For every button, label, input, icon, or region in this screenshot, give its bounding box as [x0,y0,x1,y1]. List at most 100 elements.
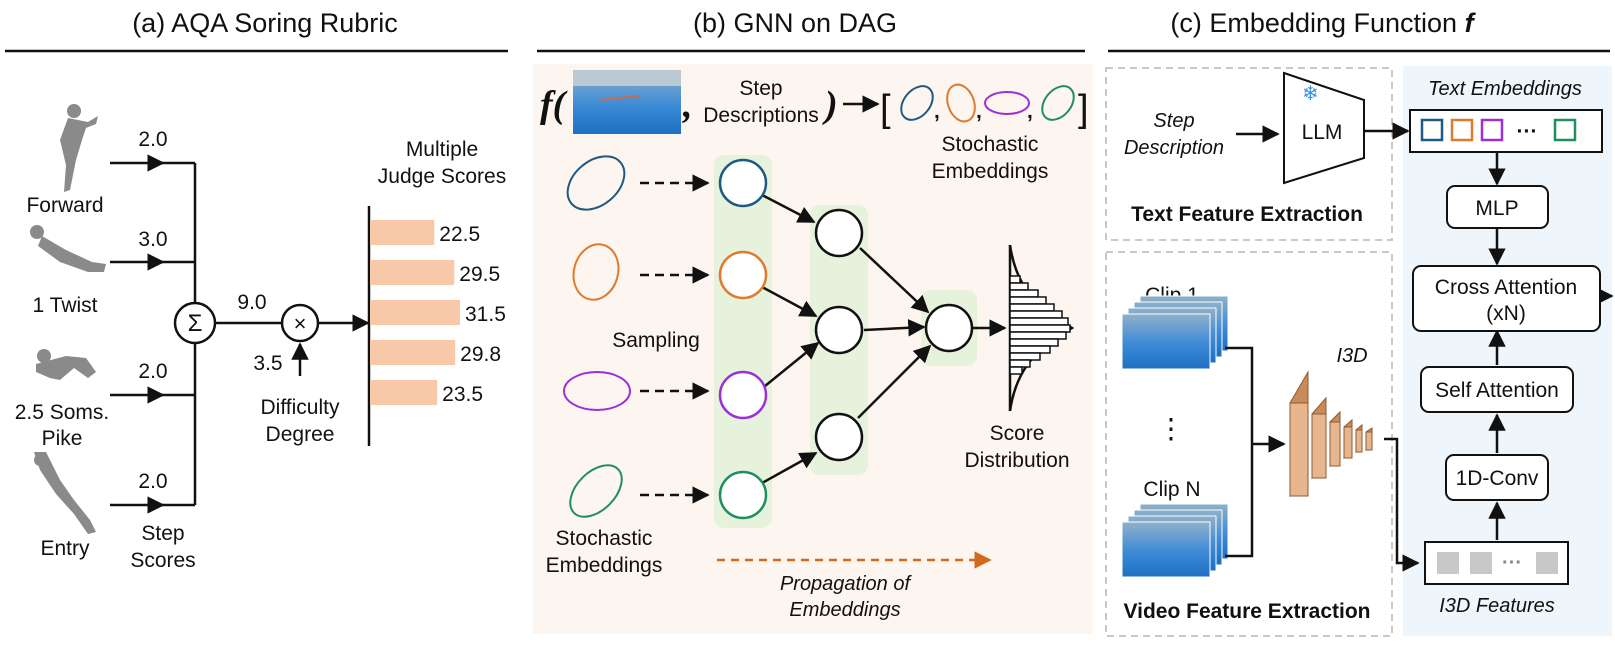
sampling-label: Sampling [612,329,700,352]
step-label-pike-2: Pike [42,427,83,450]
judge-label-1: Multiple [406,138,478,161]
step-label-forward: Forward [26,194,103,217]
cross-attention-box [1412,265,1601,332]
diver-forward-icon [60,104,98,192]
difficulty-value: 3.5 [253,352,282,375]
embedding-orange [946,83,976,123]
sample-embeddings [563,155,631,518]
multiply-node [280,303,320,343]
step-description-2: Description [1124,137,1224,159]
judge-score-label: 23.5 [442,383,483,406]
diver-pike-icon [36,349,96,380]
i3d-feat-2 [1470,552,1492,574]
i3d-network [1289,370,1373,498]
score-entry: 2.0 [138,470,167,493]
i3d-features-label: I3D Features [1439,595,1555,617]
panel-a-title: (a) AQA Soring Rubric [132,8,398,38]
panel-a: (a) AQA Soring Rubric Forward 1 Twist 2.… [5,8,508,572]
top-embeddings [900,83,1075,123]
i3d-feat-ellipsis: ··· [1502,552,1522,574]
difficulty-label-1: Difficulty [261,396,340,419]
stoch-emb-top-2: Embeddings [932,160,1049,183]
propagation-1: Propagation of [780,573,913,595]
sum-symbol: Σ [188,310,203,337]
llm-label: LLM [1302,121,1343,144]
clips-to-i3d-lines [1225,346,1420,572]
score-pike: 2.0 [138,360,167,383]
cross-attention-label-2: (xN) [1486,302,1526,325]
node-l1-orange [718,250,768,300]
stoch-emb-bottom-2: Embeddings [546,554,663,577]
snowflake-icon: ❄ [1302,83,1319,105]
difficulty-label-2: Degree [266,423,335,446]
clip-n-label: Clip N [1143,478,1200,501]
score-forward: 2.0 [138,128,167,151]
column-highlight-1 [714,155,772,528]
sample-embedding-blue [566,155,626,211]
panel-b: (b) GNN on DAG f( , Step Descriptions ) … [533,8,1093,634]
step-desc-2: Descriptions [703,104,819,127]
embedding-purple [984,91,1030,115]
conv-box [1445,454,1549,501]
judge-score-bar [370,260,455,285]
panel-c: (c) Embedding Function f Step Descriptio… [1105,8,1614,637]
text-emb-ellipsis: ··· [1517,120,1538,143]
emb-comma-1: , [934,100,940,123]
score-twist: 3.0 [138,228,167,251]
self-attention-box [1420,366,1574,413]
stoch-emb-bottom-1: Stochastic [556,527,653,550]
embedding-blue [900,85,934,121]
judge-score-bar [370,220,435,245]
emb-comma-2: , [976,100,982,123]
node-l2-a [814,208,864,258]
mlp-label: MLP [1475,197,1518,220]
judge-score-bars: 22.5 29.5 31.5 29.8 23.5 [370,220,506,406]
score-dist-1: Score [990,422,1045,445]
node-l1-green [718,470,768,520]
text-embeddings-label: Text Embeddings [1428,78,1582,100]
video-thumbnail [573,70,681,134]
mlp-box [1446,185,1549,229]
judge-score-label: 31.5 [465,303,506,326]
node-l2-b [814,305,864,355]
embedding-green [1041,85,1075,121]
text-emb-orange [1450,118,1474,142]
bracket-open: [ [880,88,891,130]
module-arrows [1488,152,1614,540]
judge-label-2: Judge Scores [378,165,506,188]
text-emb-purple [1480,118,1504,142]
step-label-entry: Entry [40,537,90,560]
cross-attention-label-1: Cross Attention [1435,276,1577,299]
step-scores-label-2: Scores [130,549,195,572]
bracket-close: ] [1078,88,1089,130]
sampling-arrows [640,174,710,504]
text-feature-box [1105,67,1393,241]
times-symbol: × [294,311,307,336]
sample-embedding-purple [563,371,631,411]
clip-n-frames [1121,503,1229,578]
text-emb-green [1553,118,1577,142]
emb-comma-3: , [1027,100,1033,123]
judge-score-bar [370,380,438,405]
graph-edges [761,193,1007,485]
panel-b-title: (b) GNN on DAG [693,8,897,38]
i3d-feat-3 [1536,552,1558,574]
step-scores-label-1: Step [141,522,184,545]
step-description-1: Step [1153,110,1194,132]
video-feature-label: Video Feature Extraction [1123,600,1370,623]
clip-1-frames [1121,295,1229,370]
graph-nodes [718,158,974,520]
i3d-feat-1 [1437,552,1459,574]
conv-label: 1D-Conv [1456,467,1539,490]
close-paren: ) [822,84,838,126]
f-label: f( [540,84,568,126]
sum-value: 9.0 [237,291,266,314]
judge-score-label: 22.5 [439,223,480,246]
step-label-pike-1: 2.5 Soms. [15,401,110,424]
step-label-twist: 1 Twist [33,294,98,317]
node-l2-c [814,412,864,462]
i3d-label: I3D [1336,345,1367,367]
judge-score-label: 29.8 [460,343,501,366]
score-dist-2: Distribution [964,449,1069,472]
